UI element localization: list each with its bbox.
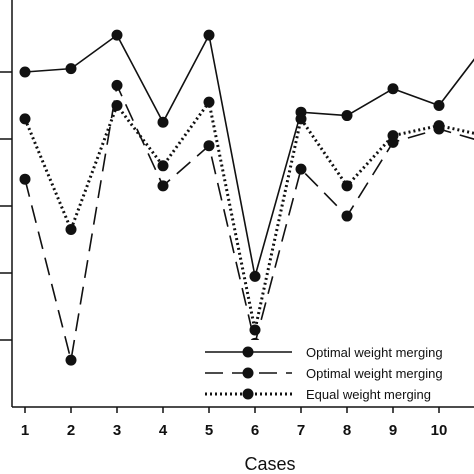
data-point (341, 210, 353, 222)
data-point (19, 66, 31, 78)
data-point (157, 116, 169, 128)
x-tick-label: 2 (67, 422, 75, 439)
series-dotted (19, 96, 474, 336)
data-point (111, 29, 123, 41)
data-point (65, 354, 77, 366)
legend-label: Equal weight merging (306, 387, 431, 402)
x-axis-title: Cases (244, 454, 295, 474)
data-point (433, 120, 445, 132)
data-point (249, 324, 261, 336)
data-point (157, 180, 169, 192)
data-point (19, 173, 31, 185)
legend-label: Optimal weight merging (306, 366, 443, 381)
data-point (341, 110, 353, 122)
legend-marker (242, 388, 254, 400)
data-point (387, 83, 399, 95)
data-point (203, 96, 215, 108)
legend: Optimal weight merging Optimal weight mer… (200, 340, 474, 406)
data-point (295, 163, 307, 175)
x-tick-label: 5 (205, 422, 213, 439)
x-tick-label: 1 (21, 422, 29, 439)
x-tick-label: 10 (431, 422, 448, 439)
data-point (111, 79, 123, 91)
series-line (24, 82, 474, 361)
series-line (24, 32, 474, 277)
legend-marker (242, 367, 254, 379)
legend-marker (242, 346, 254, 358)
data-point (433, 100, 445, 111)
x-tick-label: 4 (159, 422, 168, 439)
data-point (295, 113, 307, 125)
data-point (203, 140, 215, 152)
x-tick-label: 9 (389, 422, 397, 439)
data-point (65, 223, 77, 235)
series-line (23, 98, 474, 331)
data-point (341, 180, 353, 192)
data-point (387, 130, 399, 142)
data-point (249, 270, 261, 282)
series-solid (19, 29, 474, 282)
axes: 1 2 3 4 5 6 7 8 9 10 (0, 0, 474, 439)
series-dashed (19, 79, 474, 366)
data-point (203, 29, 215, 41)
data-point (157, 160, 169, 172)
x-tick-label: 6 (251, 422, 259, 439)
x-tick-label: 7 (297, 422, 305, 439)
data-point (65, 63, 77, 75)
x-tick-label: 8 (343, 422, 351, 439)
legend-label: Optimal weight merging (306, 345, 443, 360)
data-point (19, 113, 31, 125)
data-point (111, 100, 123, 111)
x-tick-label: 3 (113, 422, 121, 439)
series-layer (19, 29, 474, 366)
